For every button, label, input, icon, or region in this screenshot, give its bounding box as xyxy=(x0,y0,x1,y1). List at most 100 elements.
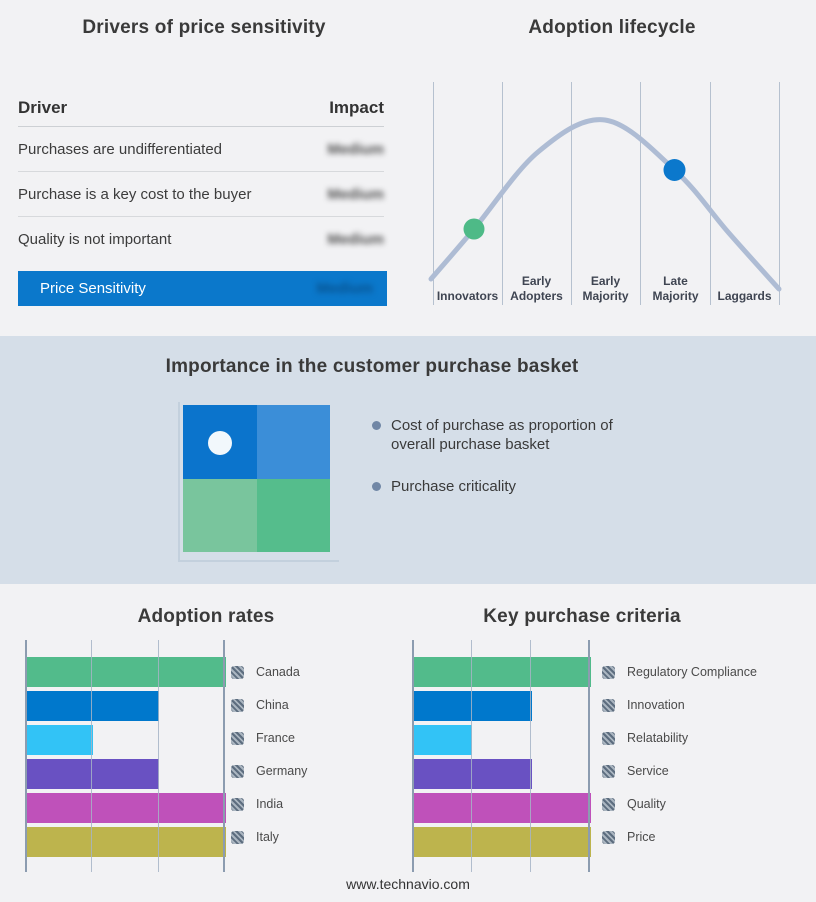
price-sensitivity-impact: Medium xyxy=(316,280,373,297)
legend-item: France xyxy=(231,723,307,753)
bar-canada xyxy=(26,657,226,687)
legend-item: India xyxy=(231,789,307,819)
table-row: Purchases are undifferentiated Medium xyxy=(18,127,384,172)
adoption-lifecycle-chart: Innovators Early Adopters Early Majority… xyxy=(408,82,816,305)
matrix-axes xyxy=(178,402,339,562)
lifecycle-svg xyxy=(428,82,782,305)
legend-label: Quality xyxy=(627,797,666,811)
legend-label: Italy xyxy=(256,830,279,844)
gridline xyxy=(588,640,590,872)
lifecycle-title: Adoption lifecycle xyxy=(528,17,696,38)
legend-marker-icon xyxy=(231,698,244,712)
position-marker-dot xyxy=(208,431,232,455)
gridline xyxy=(412,640,414,872)
legend-label: Canada xyxy=(256,665,300,679)
stage-label-early-majority: Early Majority xyxy=(582,274,629,303)
legend-marker-icon xyxy=(602,698,615,712)
bar-innovation xyxy=(413,691,532,721)
driver-label: Quality is not important xyxy=(18,230,172,248)
impact-value: Medium xyxy=(327,230,384,248)
legend-label: Innovation xyxy=(627,698,685,712)
legend-label: France xyxy=(256,731,295,745)
legend-label: Germany xyxy=(256,764,308,778)
legend-marker-icon xyxy=(602,731,615,745)
adoption-rates-chart xyxy=(25,640,226,872)
drivers-title: Drivers of price sensitivity xyxy=(82,17,326,38)
lifecycle-marker-green xyxy=(463,218,485,240)
website-url: www.technavio.com xyxy=(346,876,470,892)
gridline xyxy=(158,640,159,872)
impact-value: Medium xyxy=(327,185,384,203)
legend-label: India xyxy=(256,797,284,811)
legend-item: Service xyxy=(602,756,757,786)
gridline xyxy=(91,640,92,872)
legend-item: Quality xyxy=(602,789,757,819)
basket-title: Importance in the customer purchase bask… xyxy=(165,356,579,377)
driver-label: Purchase is a key cost to the buyer xyxy=(18,185,252,203)
price-sensitivity-highlight-bar: Price Sensitivity Medium xyxy=(18,271,387,306)
key-purchase-criteria-legend: Regulatory Compliance Innovation Relatab… xyxy=(602,657,757,855)
bullet-icon xyxy=(372,421,381,430)
stage-label-innovators: Innovators xyxy=(436,289,499,303)
legend-item: Canada xyxy=(231,657,307,687)
bar-price xyxy=(413,827,591,857)
purchase-basket-section: Importance in the customer purchase bask… xyxy=(0,336,816,584)
bullet-text: Purchase criticality xyxy=(391,478,517,495)
legend-marker-icon xyxy=(602,665,615,679)
legend-marker-icon xyxy=(231,764,244,778)
bar-italy xyxy=(26,827,226,857)
quadrant-bottom-right xyxy=(256,478,330,552)
adoption-rates-legend: Canada China France Germany India Italy xyxy=(231,657,307,855)
legend-marker-icon xyxy=(231,665,244,679)
gridline xyxy=(223,640,225,872)
lifecycle-gridlines xyxy=(433,82,780,305)
bar-india xyxy=(26,793,226,823)
quadrant-bottom-left xyxy=(183,478,257,552)
legend-marker-icon xyxy=(602,764,615,778)
bullet-icon xyxy=(372,482,381,491)
stage-label-early-adopters: Early Adopters xyxy=(510,274,563,303)
basket-bullet-list: Cost of purchase as proportion of overal… xyxy=(372,416,634,519)
legend-marker-icon xyxy=(602,797,615,811)
legend-item: Germany xyxy=(231,756,307,786)
gridline xyxy=(471,640,472,872)
bullet-text: Cost of purchase as proportion of overal… xyxy=(391,417,613,453)
column-driver: Driver xyxy=(18,98,68,117)
purchase-basket-matrix xyxy=(183,405,330,552)
legend-label: Relatability xyxy=(627,731,689,745)
quadrant-top-left xyxy=(183,405,257,479)
lifecycle-marker-blue xyxy=(663,159,686,181)
drivers-table-header: Driver Impact xyxy=(18,90,384,127)
legend-label: China xyxy=(256,698,289,712)
driver-label: Purchases are undifferentiated xyxy=(18,140,223,158)
key-purchase-criteria-chart xyxy=(412,640,591,872)
legend-item: Price xyxy=(602,822,757,852)
table-row: Quality is not important Medium xyxy=(18,217,384,261)
column-impact: Impact xyxy=(329,98,384,117)
list-item: Cost of purchase as proportion of overal… xyxy=(372,416,634,454)
legend-marker-icon xyxy=(231,830,244,844)
legend-label: Regulatory Compliance xyxy=(627,665,757,679)
legend-item: Regulatory Compliance xyxy=(602,657,757,687)
impact-value: Medium xyxy=(327,140,384,158)
adoption-rates-title: Adoption rates xyxy=(137,606,275,627)
legend-marker-icon xyxy=(231,797,244,811)
legend-marker-icon xyxy=(602,830,615,844)
drivers-table: Driver Impact Purchases are undifferenti… xyxy=(18,90,384,261)
legend-item: Innovation xyxy=(602,690,757,720)
stage-label-late-majority: Late Majority xyxy=(652,274,699,303)
legend-item: Relatability xyxy=(602,723,757,753)
price-sensitivity-label: Price Sensitivity xyxy=(40,280,146,297)
legend-item: Italy xyxy=(231,822,307,852)
key-purchase-criteria-title: Key purchase criteria xyxy=(483,606,681,627)
bell-curve xyxy=(428,117,782,292)
stage-label-laggards: Laggards xyxy=(717,289,772,303)
gridline xyxy=(25,640,27,872)
list-item: Purchase criticality xyxy=(372,477,634,496)
bar-service xyxy=(413,759,532,789)
gridline xyxy=(530,640,531,872)
bar-regulatory-compliance xyxy=(413,657,591,687)
legend-label: Price xyxy=(627,830,656,844)
legend-item: China xyxy=(231,690,307,720)
